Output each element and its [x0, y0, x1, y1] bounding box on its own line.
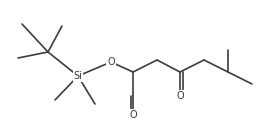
Text: O: O [176, 91, 184, 101]
Text: O: O [129, 110, 137, 120]
Text: O: O [107, 57, 115, 67]
Text: Si: Si [73, 71, 83, 81]
